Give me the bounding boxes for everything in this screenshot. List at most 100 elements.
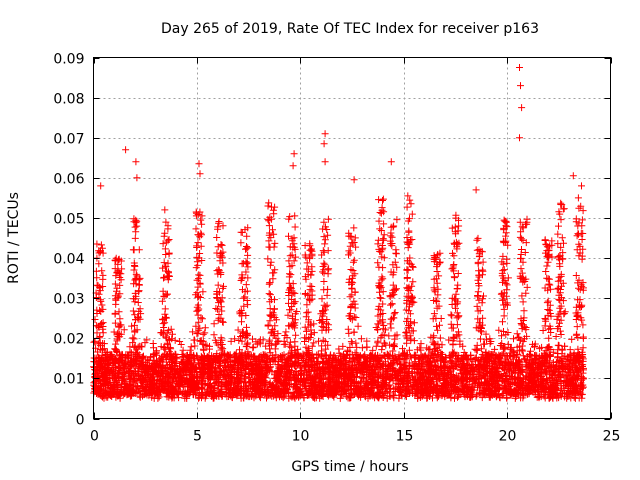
data-point xyxy=(279,394,287,402)
data-point xyxy=(226,371,234,378)
data-point xyxy=(347,357,355,365)
data-point xyxy=(376,354,384,362)
data-point xyxy=(305,356,313,364)
data-point xyxy=(351,385,359,393)
data-point xyxy=(194,384,202,392)
data-point xyxy=(291,394,299,402)
data-point xyxy=(305,368,313,376)
data-point xyxy=(526,351,534,359)
data-point xyxy=(410,319,418,327)
data-point xyxy=(402,386,409,394)
data-point xyxy=(344,385,352,393)
data-point xyxy=(419,358,427,366)
data-point xyxy=(200,346,208,354)
data-point xyxy=(483,364,491,372)
data-point xyxy=(284,377,292,385)
data-point xyxy=(344,374,352,382)
data-point xyxy=(219,318,227,326)
data-point xyxy=(107,367,115,375)
data-point xyxy=(189,328,197,336)
data-point xyxy=(501,355,509,363)
data-point xyxy=(148,362,155,370)
data-point xyxy=(361,392,369,400)
data-point xyxy=(398,392,406,400)
data-point xyxy=(339,342,347,350)
data-point xyxy=(179,353,187,361)
data-point xyxy=(325,364,333,372)
data-point xyxy=(235,337,243,344)
data-point xyxy=(228,394,236,402)
data-point xyxy=(128,322,136,330)
data-point xyxy=(531,342,539,350)
data-point xyxy=(198,385,206,393)
data-point xyxy=(112,378,120,386)
data-point xyxy=(384,351,392,359)
data-point xyxy=(396,366,404,374)
data-point xyxy=(199,392,207,400)
data-point xyxy=(401,368,409,376)
data-point xyxy=(491,345,499,353)
data-point xyxy=(522,372,530,380)
data-point xyxy=(118,352,126,359)
data-point xyxy=(348,339,356,347)
data-point xyxy=(234,357,242,365)
data-point xyxy=(347,338,355,346)
data-point xyxy=(370,390,378,398)
data-point xyxy=(495,365,503,372)
data-point xyxy=(133,389,141,396)
data-point xyxy=(554,350,562,357)
data-point xyxy=(561,368,569,376)
data-point xyxy=(278,352,286,359)
data-point xyxy=(575,366,583,374)
data-point xyxy=(482,348,490,356)
data-point xyxy=(225,352,233,360)
data-point xyxy=(263,392,271,400)
data-point xyxy=(319,391,327,399)
data-point xyxy=(353,343,361,351)
data-point xyxy=(210,320,218,328)
data-point xyxy=(250,375,258,383)
data-point xyxy=(102,371,110,379)
data-point xyxy=(271,322,279,330)
data-point xyxy=(452,290,460,298)
data-point xyxy=(411,389,419,397)
data-point xyxy=(430,369,438,377)
data-point xyxy=(576,387,584,395)
data-point xyxy=(107,381,115,389)
data-point xyxy=(283,334,291,342)
data-point xyxy=(436,321,443,329)
data-point xyxy=(343,393,351,401)
data-point xyxy=(292,368,300,376)
data-point xyxy=(214,281,222,289)
data-point xyxy=(548,391,556,399)
data-point xyxy=(405,346,413,354)
data-point xyxy=(388,360,396,367)
data-point xyxy=(139,377,147,385)
data-point xyxy=(163,351,171,359)
data-point xyxy=(377,283,385,291)
data-point xyxy=(423,384,431,392)
data-point xyxy=(406,196,414,204)
data-point xyxy=(258,370,266,378)
data-point xyxy=(125,368,133,375)
data-point xyxy=(163,384,171,392)
data-point xyxy=(249,335,256,343)
data-point xyxy=(300,394,308,402)
data-point xyxy=(187,343,195,351)
data-point xyxy=(491,368,499,376)
data-point xyxy=(355,359,363,367)
data-point xyxy=(363,376,371,384)
data-point xyxy=(98,301,106,309)
data-point xyxy=(470,386,478,394)
data-point xyxy=(282,328,290,336)
data-point xyxy=(133,345,141,353)
data-point xyxy=(530,374,538,382)
data-point xyxy=(237,277,245,284)
data-point xyxy=(146,373,154,381)
data-point xyxy=(185,357,192,365)
data-point xyxy=(310,393,318,401)
data-point xyxy=(448,371,456,378)
data-point xyxy=(214,381,222,389)
data-point xyxy=(482,330,490,338)
data-point xyxy=(190,336,198,344)
